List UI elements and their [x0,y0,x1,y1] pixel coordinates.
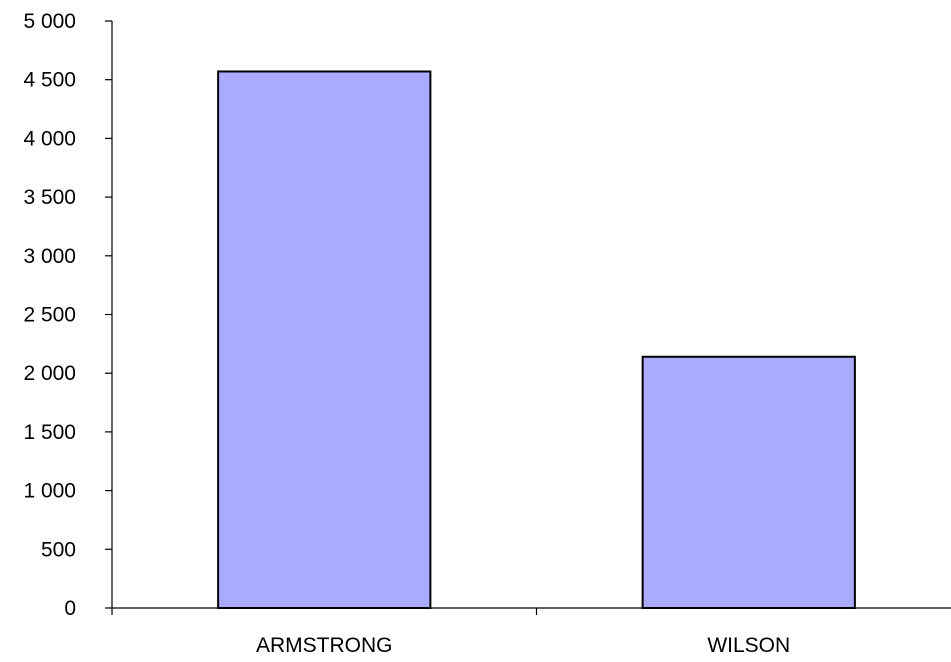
bar-wilson [641,355,856,609]
y-tick-label: 1 500 [23,421,76,444]
x-category-label: ARMSTRONG [256,634,393,657]
y-tick-label: 4 500 [23,69,76,92]
bars [217,70,856,610]
y-tick-label: 5 000 [23,10,76,33]
bar-armstrong [217,70,432,610]
y-tick-label: 2 500 [23,304,76,327]
x-axis-ticks: ARMSTRONG WILSON [111,608,790,657]
y-tick-label: 3 500 [23,186,76,209]
y-tick-label: 4 000 [23,127,76,150]
y-axis-ticks: 0 500 1 000 1 500 2 000 2 500 3 000 3 500 4 000 4… [23,10,112,620]
y-tick-label: 0 [64,597,76,620]
y-tick-label: 2 000 [23,362,76,385]
x-category-label: WILSON [707,634,790,657]
y-tick-label: 1 000 [23,480,76,503]
y-tick-label: 3 000 [23,245,76,268]
y-tick-label: 500 [41,538,76,561]
